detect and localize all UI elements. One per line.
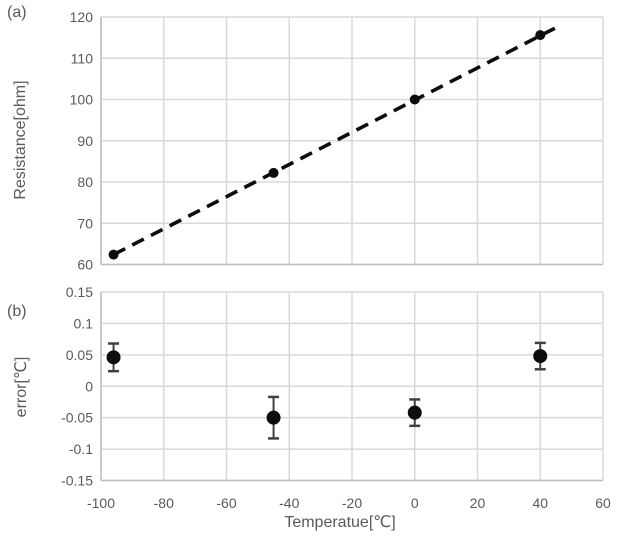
x-axis-tick-label: -80	[154, 495, 174, 511]
data-point-marker	[535, 30, 546, 41]
y-axis-tick-label: 100	[70, 92, 94, 108]
data-point-marker	[108, 249, 119, 260]
data-point-marker	[409, 94, 420, 105]
y-axis-tick-label: 60	[77, 257, 93, 271]
panel-b-label: (b)	[7, 303, 27, 320]
y-axis-tick-label: 80	[77, 174, 93, 190]
y-axis-tick-label: 0.15	[66, 284, 93, 300]
y-axis-tick-label: -0.1	[69, 441, 93, 457]
x-axis-title: Temperatue[℃]	[284, 514, 396, 531]
x-axis-tick-label: 40	[532, 495, 548, 511]
x-axis-tick-label: 60	[595, 495, 611, 511]
y-axis-tick-label: 0.05	[66, 347, 93, 363]
y-axis-tick-label: 0.1	[74, 315, 94, 331]
panel-a-chart: 120 110 100 90 80 70 60	[70, 9, 604, 271]
data-point-marker	[268, 167, 279, 178]
y-axis-tick-label: -0.05	[61, 410, 93, 426]
y-axis-tick-label: -0.15	[61, 473, 93, 489]
x-axis-tick-label: -40	[279, 495, 299, 511]
panel-b-chart: 0.15 0.1 0.05 0 -0.05 -0.1 -0.15 -100 -80 -60 -40 -…	[61, 284, 611, 511]
y-axis-tick-label: 120	[70, 9, 94, 25]
x-axis-tick-label: -100	[87, 495, 115, 511]
x-axis-tick-label: -20	[342, 495, 362, 511]
x-axis-tick-label: -60	[216, 495, 236, 511]
y-axis-tick-label: 0	[85, 378, 93, 394]
data-point-marker	[533, 349, 548, 364]
x-axis-tick-label: 0	[411, 495, 419, 511]
y-axis-tick-label: 70	[77, 215, 93, 231]
x-axis-tick-label: 20	[470, 495, 486, 511]
panel-b-y-axis-title: error[℃]	[13, 356, 30, 418]
data-point-marker	[266, 410, 281, 425]
panel-a-label: (a)	[7, 4, 27, 21]
y-axis-tick-label: 110	[71, 50, 94, 66]
panel-a-y-axis-title: Resistance[ohm]	[12, 80, 29, 200]
data-point-marker	[106, 350, 121, 365]
y-axis-tick-label: 90	[77, 133, 93, 149]
data-point-marker	[407, 405, 422, 420]
